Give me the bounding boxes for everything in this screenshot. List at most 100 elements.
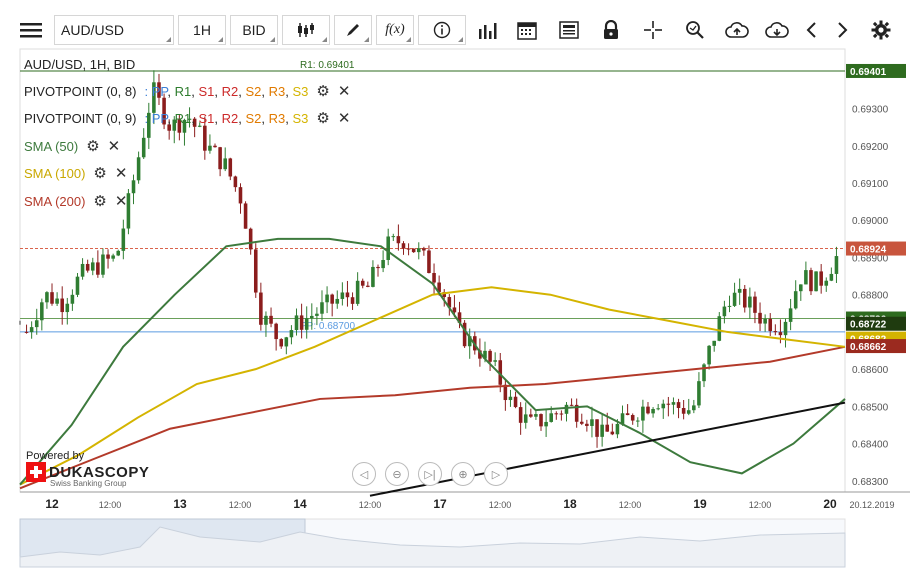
candle-body (544, 421, 548, 427)
candle-body (126, 193, 131, 229)
lock-button[interactable] (592, 15, 630, 45)
download-button[interactable] (760, 15, 794, 45)
candle-body (121, 228, 126, 251)
candle-body (493, 360, 497, 362)
candle-body (783, 321, 788, 336)
candle-body (778, 332, 783, 336)
candle-body (630, 415, 635, 421)
candle-body (437, 282, 441, 293)
candle-body (702, 364, 706, 382)
candle-body (834, 256, 839, 274)
indicator-sma200[interactable]: SMA (200) ⚙ ✕ (24, 192, 127, 210)
function-button[interactable]: f(x) (376, 15, 414, 45)
candle-body (829, 273, 834, 281)
candle-body (228, 158, 233, 177)
indicator-settings-icon[interactable]: ⚙ (93, 165, 107, 182)
candle-body (243, 203, 248, 229)
candle-body (641, 406, 645, 421)
menu-button[interactable] (12, 15, 50, 45)
draw-button[interactable] (334, 15, 372, 45)
news-button[interactable] (550, 15, 588, 45)
x-tick-label: 12 (45, 497, 59, 511)
scroll-left-icon[interactable]: ◁ (352, 462, 376, 486)
candle-body (65, 303, 70, 313)
candle-body (131, 180, 136, 194)
crosshair-button[interactable] (634, 15, 672, 45)
indicator-pivot-9[interactable]: PIVOTPOINT (0, 9) : PP, R1, S1, R2, S2, … (24, 109, 350, 127)
x-tick-label: 12:00 (489, 500, 512, 510)
info-button[interactable] (418, 15, 466, 45)
scroll-right-icon[interactable]: ▷ (484, 462, 508, 486)
indicator-settings-icon[interactable]: ⚙ (86, 138, 100, 155)
candle-body (457, 312, 462, 323)
candle-body (116, 250, 121, 256)
settings-button[interactable] (862, 15, 900, 45)
candle-body (141, 137, 146, 158)
timeframe-select[interactable]: 1H (178, 15, 226, 45)
candle-body (304, 318, 309, 330)
candle-body (559, 413, 564, 415)
zoom-out-icon[interactable]: ⊖ (385, 462, 409, 486)
pivot-levels-list: : PP, R1, S1, R2, S2, R3, S3 (144, 110, 309, 126)
indicator-close-icon[interactable]: ✕ (337, 110, 351, 127)
candle-body (355, 280, 360, 304)
candle-body (569, 404, 574, 406)
zoom-button[interactable] (676, 15, 714, 45)
candle-body (269, 315, 273, 324)
candle-body (279, 339, 284, 347)
indicator-close-icon[interactable]: ✕ (114, 165, 128, 182)
reset-icon[interactable]: ▷| (418, 462, 442, 486)
candle-body (50, 292, 54, 304)
settings-gear-icon (871, 20, 891, 40)
calendar-button[interactable] (508, 15, 546, 45)
upload-cloud-icon (725, 22, 749, 38)
candle-body (284, 337, 289, 347)
candle-body (773, 331, 778, 333)
side-select[interactable]: BID (230, 15, 278, 45)
candle-body (758, 312, 762, 324)
prev-button[interactable] (798, 15, 824, 45)
chart-type-button[interactable] (282, 15, 330, 45)
indicator-settings-icon[interactable]: ⚙ (316, 83, 330, 100)
candle-body (712, 340, 716, 346)
chart-area[interactable]: 0.69300 0.69200 0.69100 0.69000 0.68900 0.688… (0, 47, 910, 570)
indicator-pivot-8[interactable]: PIVOTPOINT (0, 8) : PP, R1, S1, R2, S2, … (24, 82, 350, 100)
bars-button[interactable] (470, 15, 504, 45)
candle-body (574, 404, 579, 422)
candle-body (136, 157, 141, 181)
indicator-settings-icon[interactable]: ⚙ (316, 110, 330, 127)
candle-body (40, 302, 44, 321)
indicator-close-icon[interactable]: ✕ (337, 83, 351, 100)
instrument-select[interactable]: AUD/USD (54, 15, 174, 45)
zoom-in-icon[interactable]: ⊕ (451, 462, 475, 486)
candle-body (111, 255, 115, 259)
indicator-label: SMA (50) (24, 138, 79, 154)
upload-button[interactable] (718, 15, 756, 45)
candle-body (310, 315, 314, 319)
indicator-close-icon[interactable]: ✕ (114, 193, 128, 210)
y-tick-label: 0.69200 (852, 142, 889, 153)
indicator-close-icon[interactable]: ✕ (107, 138, 121, 155)
candle-body (45, 292, 49, 303)
indicator-sma50[interactable]: SMA (50) ⚙ ✕ (24, 137, 120, 155)
x-tick-label: 17 (433, 497, 447, 511)
candle-body (804, 270, 808, 285)
candle-body (213, 145, 217, 148)
candle-body (529, 414, 533, 417)
candle-body (411, 248, 416, 253)
next-button[interactable] (828, 15, 858, 45)
candle-body (681, 408, 686, 414)
candle-body (600, 424, 604, 437)
candle-body (238, 187, 243, 204)
candle-body (793, 291, 798, 309)
candle-body (192, 118, 197, 127)
sma50-line (19, 237, 846, 486)
indicator-settings-icon[interactable]: ⚙ (93, 193, 107, 210)
price-chart[interactable]: 0.69300 0.69200 0.69100 0.69000 0.68900 0.688… (0, 47, 910, 570)
candle-body (742, 288, 747, 308)
candle-body (75, 276, 80, 295)
candle-body (274, 323, 278, 340)
indicator-sma100[interactable]: SMA (100) ⚙ ✕ (24, 164, 127, 182)
pivot-pp: PP (151, 83, 168, 99)
toolbar: AUD/USD 1H BID f(x) (12, 13, 907, 47)
